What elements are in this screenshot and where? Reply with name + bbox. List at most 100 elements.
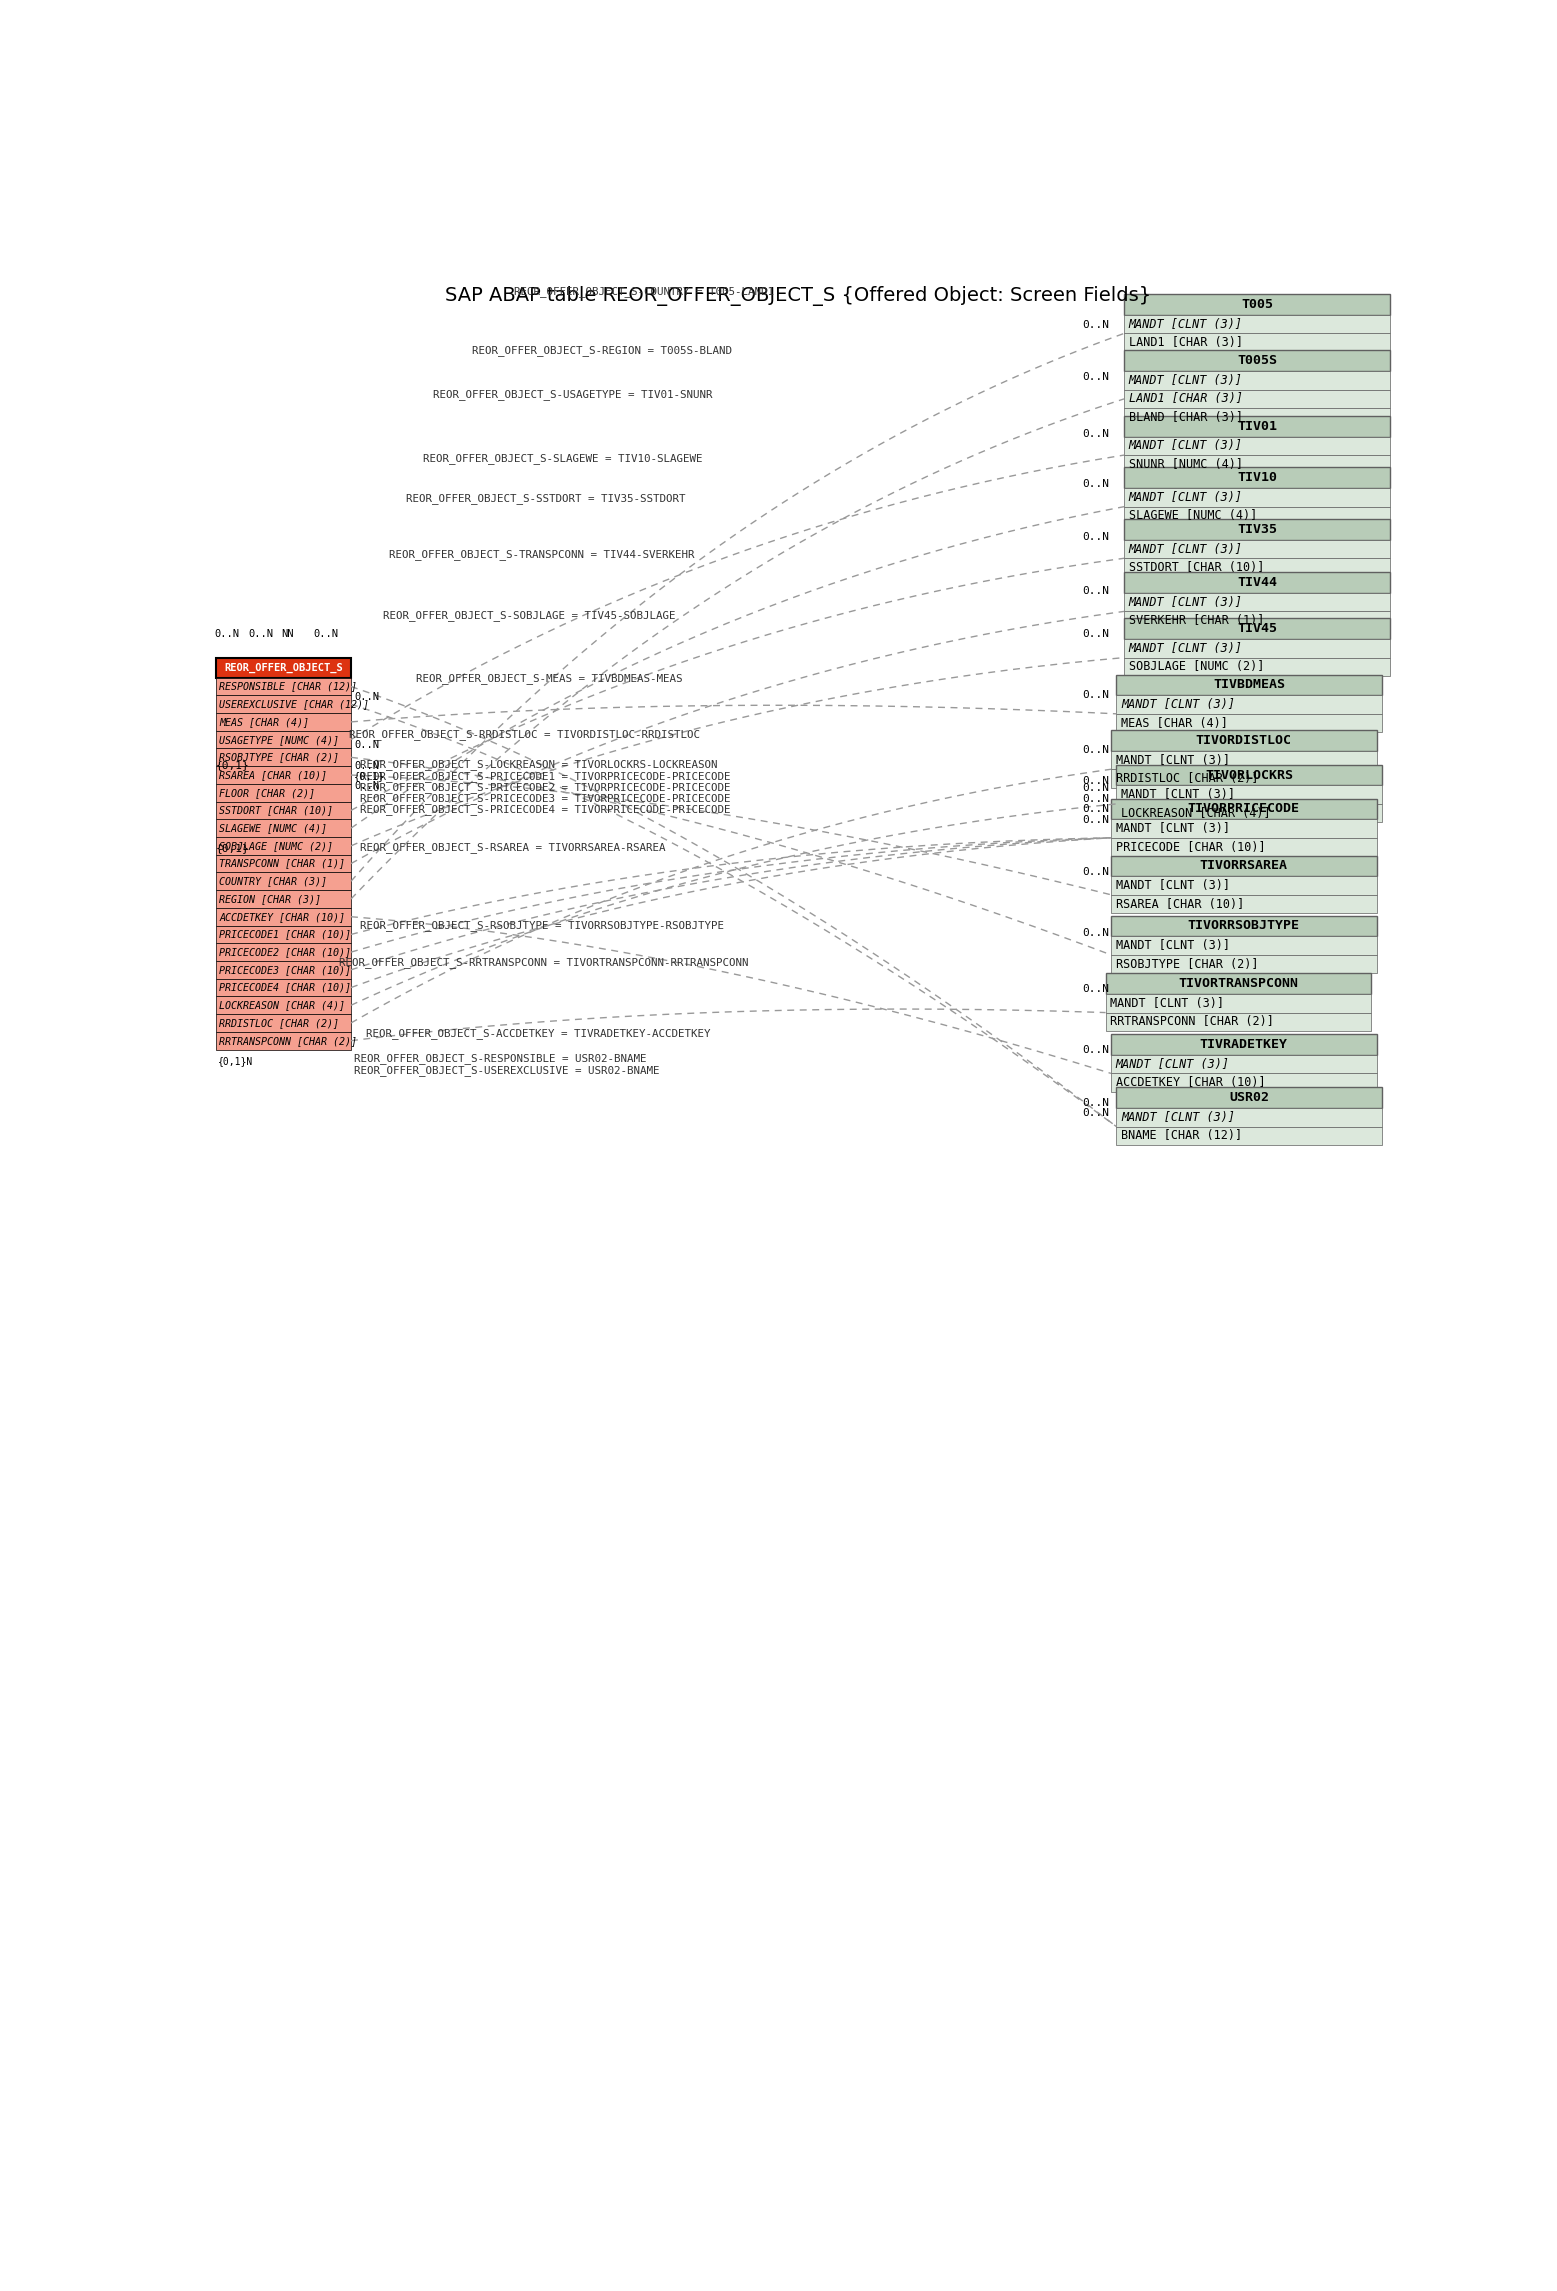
Bar	[1124, 408, 1390, 426]
Text: 0..N: 0..N	[1082, 371, 1110, 383]
Bar	[1124, 593, 1390, 612]
Text: 0..N: 0..N	[1082, 586, 1110, 596]
Text: SNUNR [NUMC (4)]: SNUNR [NUMC (4)]	[1129, 458, 1242, 472]
Bar	[216, 820, 350, 836]
Text: REOR_OFFER_OBJECT_S-PRICECODE2 = TIVORPRICECODE-PRICECODE: REOR_OFFER_OBJECT_S-PRICECODE2 = TIVORPR…	[360, 781, 730, 793]
Text: REOR_OFFER_OBJECT_S-PRICECODE3 = TIVORPRICECODE-PRICECODE: REOR_OFFER_OBJECT_S-PRICECODE3 = TIVORPR…	[360, 793, 730, 804]
Text: RRTRANSPCONN [CHAR (2)]: RRTRANSPCONN [CHAR (2)]	[220, 1036, 357, 1045]
Bar	[1105, 974, 1372, 994]
Bar	[1116, 1088, 1383, 1109]
Text: LOCKREASON [CHAR (4)]: LOCKREASON [CHAR (4)]	[1121, 806, 1271, 820]
Text: REOR_OFFER_OBJECT_S-TRANSPCONN = TIV44-SVERKEHR: REOR_OFFER_OBJECT_S-TRANSPCONN = TIV44-S…	[389, 550, 694, 559]
Text: 0..N: 0..N	[1082, 985, 1110, 994]
Bar	[1112, 1074, 1376, 1093]
Text: 0..N: 0..N	[353, 761, 378, 772]
Text: 0..N: 0..N	[1082, 745, 1110, 756]
Bar	[1124, 612, 1390, 630]
Bar	[216, 891, 350, 907]
Text: ACCDETKEY [CHAR (10)]: ACCDETKEY [CHAR (10)]	[1115, 1077, 1266, 1088]
Bar	[1112, 955, 1376, 974]
Text: 0..N: 0..N	[353, 740, 378, 749]
Bar	[216, 765, 350, 784]
Text: MANDT [CLNT (3)]: MANDT [CLNT (3)]	[1129, 373, 1242, 387]
Bar	[1112, 820, 1376, 839]
Text: TIVORLOCKRS: TIVORLOCKRS	[1205, 767, 1294, 781]
Text: TIVORTRANSPCONN: TIVORTRANSPCONN	[1179, 978, 1299, 990]
Bar	[216, 1015, 350, 1031]
Bar	[1112, 770, 1376, 788]
Text: REOR_OFFER_OBJECT_S-RESPONSIBLE = USR02-BNAME: REOR_OFFER_OBJECT_S-RESPONSIBLE = USR02-…	[353, 1054, 646, 1065]
Bar	[1124, 371, 1390, 389]
Text: MANDT [CLNT (3)]: MANDT [CLNT (3)]	[1110, 997, 1224, 1010]
Bar	[1112, 839, 1376, 857]
Bar	[216, 713, 350, 731]
Text: SSTDORT [CHAR (10)]: SSTDORT [CHAR (10)]	[1129, 561, 1264, 575]
Text: MEAS [CHAR (4)]: MEAS [CHAR (4)]	[220, 717, 310, 726]
Text: MANDT [CLNT (3)]: MANDT [CLNT (3)]	[1115, 754, 1230, 767]
Text: RSAREA [CHAR (10)]: RSAREA [CHAR (10)]	[1115, 898, 1244, 910]
Text: TIV35: TIV35	[1236, 522, 1277, 536]
Text: REOR_OFFER_OBJECT_S-RSOBJTYPE = TIVORRSOBJTYPE-RSOBJTYPE: REOR_OFFER_OBJECT_S-RSOBJTYPE = TIVORRSO…	[360, 921, 724, 930]
Text: PRICECODE [CHAR (10)]: PRICECODE [CHAR (10)]	[1115, 841, 1266, 855]
Bar	[1116, 715, 1383, 733]
Bar	[1116, 804, 1383, 822]
Text: RESPONSIBLE [CHAR (12)]: RESPONSIBLE [CHAR (12)]	[220, 680, 357, 692]
Text: RRTRANSPCONN [CHAR (2)]: RRTRANSPCONN [CHAR (2)]	[1110, 1015, 1274, 1029]
Bar	[1124, 456, 1390, 474]
Text: REOR_OFFER_OBJECT_S-SLAGEWE = TIV10-SLAGEWE: REOR_OFFER_OBJECT_S-SLAGEWE = TIV10-SLAG…	[424, 454, 702, 463]
Text: 0..N: 0..N	[1082, 1045, 1110, 1054]
Text: 0..N: 0..N	[313, 628, 338, 639]
Bar	[216, 749, 350, 765]
Bar	[216, 855, 350, 873]
Text: 0..N: 0..N	[1082, 804, 1110, 813]
Bar	[1112, 731, 1376, 751]
Bar	[1112, 896, 1376, 914]
Text: PRICECODE4 [CHAR (10)]: PRICECODE4 [CHAR (10)]	[220, 983, 352, 992]
Bar	[1105, 994, 1372, 1013]
Text: SAP ABAP table REOR_OFFER_OBJECT_S {Offered Object: Screen Fields}: SAP ABAP table REOR_OFFER_OBJECT_S {Offe…	[445, 286, 1151, 307]
Text: TIV10: TIV10	[1236, 472, 1277, 483]
Text: T005S: T005S	[1236, 355, 1277, 367]
Text: MANDT [CLNT (3)]: MANDT [CLNT (3)]	[1129, 440, 1242, 451]
Text: 0..N: 0..N	[353, 781, 378, 790]
Text: REOR_OFFER_OBJECT_S-REGION = T005S-BLAND: REOR_OFFER_OBJECT_S-REGION = T005S-BLAND	[472, 346, 732, 355]
Text: REOR_OFFER_OBJECT_S-USEREXCLUSIVE = USR02-BNAME: REOR_OFFER_OBJECT_S-USEREXCLUSIVE = USR0…	[353, 1065, 660, 1077]
Text: TIVRADETKEY: TIVRADETKEY	[1200, 1038, 1288, 1052]
Text: REOR_OFFER_OBJECT_S-MEAS = TIVBDMEAS-MEAS: REOR_OFFER_OBJECT_S-MEAS = TIVBDMEAS-MEA…	[416, 674, 682, 683]
Bar	[216, 944, 350, 960]
Bar	[216, 1031, 350, 1049]
Text: 0..N: 0..N	[1082, 777, 1110, 786]
Text: 0..N: 0..N	[1082, 1097, 1110, 1107]
Text: MANDT [CLNT (3)]: MANDT [CLNT (3)]	[1129, 490, 1242, 504]
Bar	[1124, 619, 1390, 639]
Text: 0..N: 0..N	[1082, 690, 1110, 699]
Text: REOR_OFFER_OBJECT_S-COUNTRY = T005-LAND1: REOR_OFFER_OBJECT_S-COUNTRY = T005-LAND1	[514, 286, 774, 298]
Text: MANDT [CLNT (3)]: MANDT [CLNT (3)]	[1115, 822, 1230, 834]
Bar	[216, 802, 350, 820]
Bar	[1124, 541, 1390, 559]
Text: LAND1 [CHAR (3)]: LAND1 [CHAR (3)]	[1129, 337, 1242, 348]
Text: 0..N: 0..N	[1082, 532, 1110, 541]
Text: TIVORPRICECODE: TIVORPRICECODE	[1188, 802, 1300, 816]
Text: REOR_OFFER_OBJECT_S-RRTRANSPCONN = TIVORTRANSPCONN-RRTRANSPCONN: REOR_OFFER_OBJECT_S-RRTRANSPCONN = TIVOR…	[339, 958, 749, 969]
Text: USR02: USR02	[1228, 1091, 1269, 1104]
Text: MANDT [CLNT (3)]: MANDT [CLNT (3)]	[1129, 543, 1242, 554]
Text: {0,1}: {0,1}	[216, 843, 251, 852]
Bar	[1124, 293, 1390, 314]
Bar	[216, 926, 350, 944]
Bar	[216, 978, 350, 997]
Bar	[216, 907, 350, 926]
Text: SSTDORT [CHAR (10)]: SSTDORT [CHAR (10)]	[220, 806, 333, 816]
Bar	[1112, 916, 1376, 937]
Text: 0..N: 0..N	[353, 692, 378, 701]
Text: {0,1}: {0,1}	[353, 772, 385, 781]
Text: RRDISTLOC [CHAR (2)]: RRDISTLOC [CHAR (2)]	[1115, 772, 1258, 786]
Text: {0,1}N: {0,1}N	[218, 1056, 254, 1065]
Bar	[1112, 937, 1376, 955]
Text: USEREXCLUSIVE [CHAR (12)]: USEREXCLUSIVE [CHAR (12)]	[220, 699, 369, 710]
Text: BNAME [CHAR (12)]: BNAME [CHAR (12)]	[1121, 1129, 1242, 1143]
Bar	[216, 658, 350, 678]
Bar	[1124, 314, 1390, 334]
Bar	[1105, 1013, 1372, 1031]
Text: MEAS [CHAR (4)]: MEAS [CHAR (4)]	[1121, 717, 1228, 729]
